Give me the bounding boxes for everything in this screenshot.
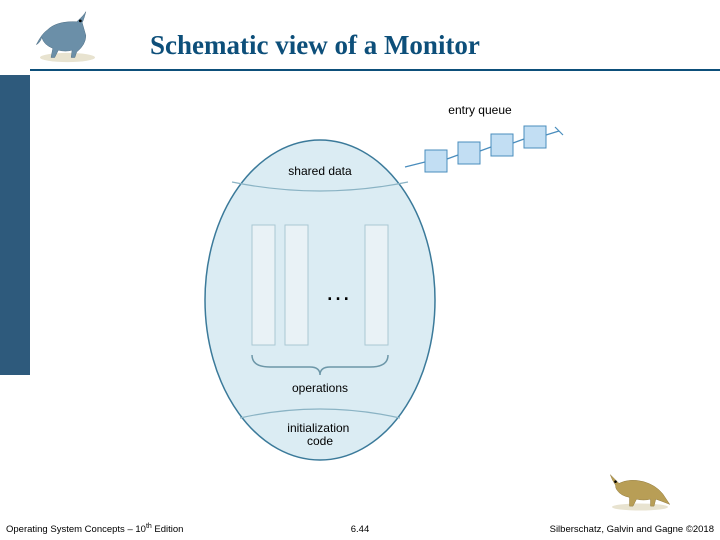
ellipsis-text: … bbox=[325, 276, 351, 306]
footer-left: Operating System Concepts – 10th Edition bbox=[6, 523, 183, 535]
monitor-ellipse bbox=[205, 140, 435, 460]
slide-title: Schematic view of a Monitor bbox=[150, 30, 480, 61]
title-underline bbox=[30, 69, 720, 71]
operations-label: operations bbox=[292, 381, 348, 395]
left-sidebar bbox=[0, 75, 30, 375]
slide-header: Schematic view of a Monitor bbox=[0, 0, 720, 70]
dinosaur-logo-bottom bbox=[605, 467, 675, 512]
monitor-schematic-diagram: … entry queue shared data operations ini… bbox=[200, 100, 570, 470]
diagram-svg: … entry queue shared data operations ini… bbox=[200, 100, 570, 470]
footer-page-number: 6.44 bbox=[351, 524, 370, 535]
shared-data-label: shared data bbox=[288, 164, 352, 178]
entry-queue-label: entry queue bbox=[448, 103, 512, 117]
entry-queue bbox=[405, 126, 563, 172]
footer-right: Silberschatz, Galvin and Gagne ©2018 bbox=[550, 524, 714, 535]
dinosaur-logo-top bbox=[30, 8, 105, 63]
